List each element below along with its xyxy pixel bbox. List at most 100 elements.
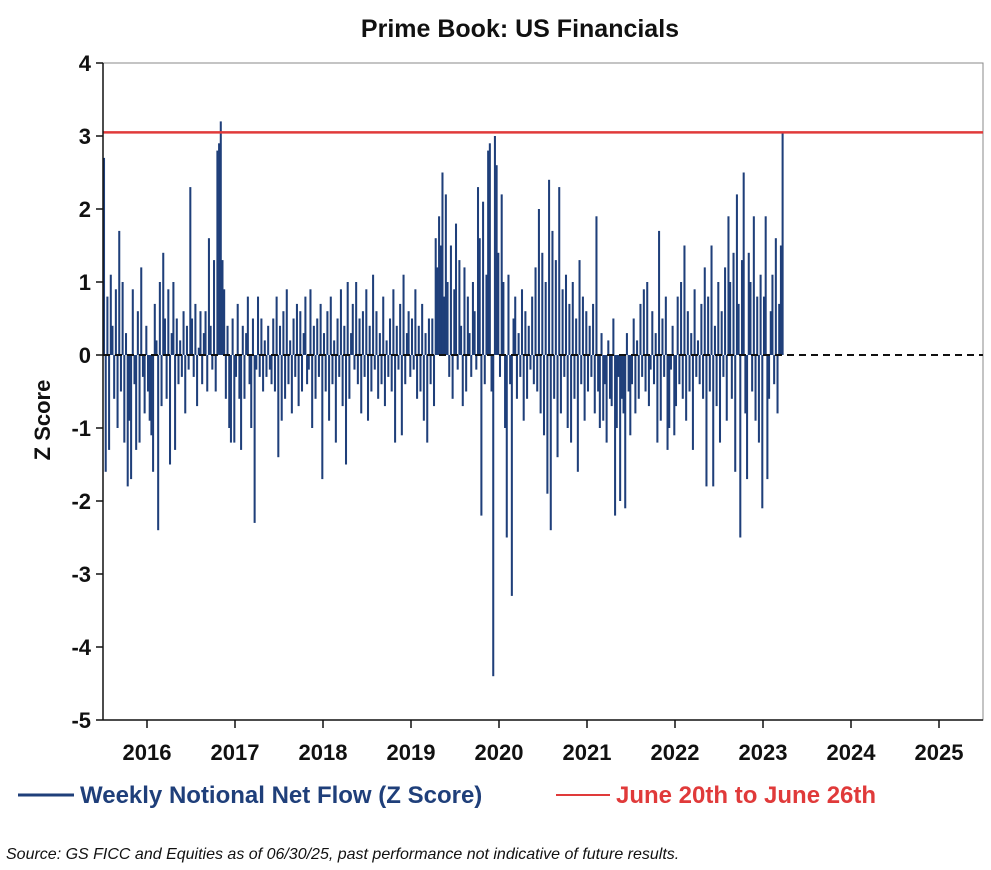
bar xyxy=(752,216,755,355)
bar xyxy=(372,274,375,355)
bar xyxy=(419,355,422,392)
bar xyxy=(614,355,617,516)
bar xyxy=(751,355,754,392)
bar xyxy=(526,355,529,399)
bar xyxy=(260,318,263,355)
bar xyxy=(185,325,188,355)
bar xyxy=(458,260,461,355)
bar xyxy=(542,355,546,436)
bar xyxy=(434,238,437,355)
bar xyxy=(172,282,175,355)
bar xyxy=(421,303,424,355)
bar xyxy=(534,267,537,355)
bar xyxy=(412,355,415,370)
bar xyxy=(627,355,630,392)
bar xyxy=(637,355,640,399)
bar xyxy=(370,355,373,392)
bar xyxy=(493,136,496,355)
y-axis-ticks: 4 3 2 1 0 -1 -2 -3 -4 -5 xyxy=(71,51,103,733)
bar xyxy=(223,289,226,355)
bar xyxy=(483,355,486,385)
bar xyxy=(363,355,366,377)
bar xyxy=(664,296,667,355)
bar xyxy=(153,303,156,355)
source-note: Source: GS FICC and Equities as of 06/30… xyxy=(6,846,680,863)
x-axis-ticks: 2016 2017 2018 2019 2020 2021 2022 2023 2024 2025 xyxy=(123,720,963,765)
bar xyxy=(759,274,762,355)
bar xyxy=(744,355,747,414)
bar xyxy=(509,355,512,385)
bar xyxy=(698,355,701,385)
y-tick-label: -5 xyxy=(71,708,91,733)
bar xyxy=(175,318,178,355)
bar xyxy=(756,296,759,355)
y-tick-label: 0 xyxy=(79,343,91,368)
bar xyxy=(500,194,503,355)
bar xyxy=(331,355,334,385)
bar xyxy=(473,311,476,355)
bar xyxy=(224,355,227,399)
bar xyxy=(282,311,285,355)
bar xyxy=(490,355,493,392)
bar xyxy=(625,333,628,355)
bar xyxy=(554,260,557,355)
bar xyxy=(158,282,161,355)
bar xyxy=(488,143,491,355)
bar xyxy=(556,355,559,458)
bar xyxy=(610,355,613,407)
bar xyxy=(654,333,657,355)
bar xyxy=(449,245,452,355)
bar xyxy=(307,355,310,370)
bar xyxy=(324,355,327,392)
bar xyxy=(267,325,270,355)
bar xyxy=(563,355,566,377)
bar xyxy=(126,355,129,487)
bar xyxy=(150,355,153,436)
bar xyxy=(165,355,168,399)
bar xyxy=(571,282,574,355)
bar xyxy=(448,355,451,377)
bar xyxy=(439,245,442,355)
legend-label-june: June 20th to June 26th xyxy=(616,782,876,809)
bar xyxy=(399,303,402,355)
bar xyxy=(659,355,662,421)
bar xyxy=(201,355,204,385)
bar xyxy=(607,340,610,355)
bar xyxy=(678,355,681,385)
bar xyxy=(690,333,693,355)
bar xyxy=(663,355,666,377)
y-tick-label: -3 xyxy=(71,562,91,587)
bar xyxy=(392,289,395,355)
bar xyxy=(778,303,781,355)
bar xyxy=(214,355,217,392)
bar xyxy=(202,333,205,355)
bar xyxy=(644,355,647,392)
bar xyxy=(602,355,605,421)
bar xyxy=(595,216,598,355)
bar xyxy=(387,355,390,377)
bar xyxy=(343,325,346,355)
bar xyxy=(246,296,249,355)
bar xyxy=(720,311,723,355)
bar xyxy=(397,355,400,370)
bar xyxy=(634,355,637,414)
bar xyxy=(498,355,502,377)
bar xyxy=(191,318,194,355)
bar xyxy=(155,340,158,355)
y-tick-label: -4 xyxy=(71,635,91,660)
bar xyxy=(118,230,121,355)
bar xyxy=(519,355,522,377)
bar xyxy=(179,340,182,355)
bar xyxy=(575,318,578,355)
bar xyxy=(414,289,417,355)
bar xyxy=(258,355,261,377)
legend-label-flow: Weekly Notional Net Flow (Z Score) xyxy=(80,782,482,809)
bar xyxy=(329,296,332,355)
bar xyxy=(729,282,732,355)
bar xyxy=(344,355,348,465)
bar xyxy=(742,172,745,355)
bar xyxy=(160,355,163,407)
bar xyxy=(517,333,520,355)
bar xyxy=(133,355,136,385)
bar xyxy=(145,325,148,355)
